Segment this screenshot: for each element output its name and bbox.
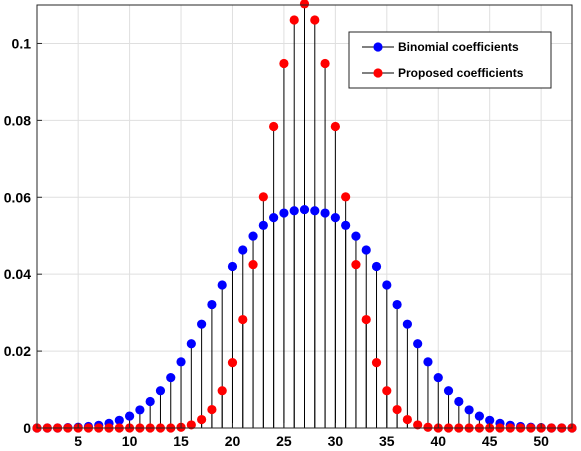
x-tick-label: 40 bbox=[430, 433, 446, 449]
data-point-series-1 bbox=[217, 280, 227, 290]
data-point-series-1 bbox=[341, 220, 351, 230]
data-point-series-1 bbox=[310, 206, 320, 216]
data-point-series-2 bbox=[320, 58, 330, 69]
x-tick-label: 10 bbox=[122, 433, 138, 449]
data-point-series-2 bbox=[197, 414, 207, 425]
data-point-series-1 bbox=[166, 373, 176, 383]
data-point-series-1 bbox=[443, 386, 454, 396]
data-point-series-1 bbox=[145, 396, 155, 407]
data-point-series-2 bbox=[361, 314, 371, 325]
data-point-series-2 bbox=[299, 0, 310, 9]
data-point-series-2 bbox=[413, 420, 423, 430]
data-point-series-2 bbox=[269, 121, 279, 132]
y-tick-label: 0.1 bbox=[12, 35, 32, 51]
data-point-series-1 bbox=[351, 231, 361, 241]
x-tick-label: 45 bbox=[482, 433, 498, 449]
data-point-series-1 bbox=[433, 373, 443, 383]
data-point-series-1 bbox=[238, 245, 248, 255]
data-point-series-1 bbox=[279, 208, 289, 218]
y-tick-label: 0.06 bbox=[4, 189, 31, 205]
legend-label: Binomial coefficients bbox=[398, 40, 519, 54]
data-point-series-2 bbox=[392, 404, 402, 415]
legend: Binomial coefficients Proposed coefficien… bbox=[348, 31, 552, 89]
y-tick-label: 0 bbox=[23, 420, 31, 436]
data-point-series-1 bbox=[485, 415, 495, 425]
y-tick-label: 0.02 bbox=[4, 343, 31, 359]
x-tick-label: 15 bbox=[173, 433, 189, 449]
data-point-series-1 bbox=[423, 357, 433, 367]
data-point-series-2 bbox=[258, 192, 268, 202]
data-point-series-1 bbox=[227, 261, 238, 272]
data-point-series-1 bbox=[454, 396, 464, 407]
legend-box bbox=[348, 31, 552, 89]
y-tick-label: 0.04 bbox=[4, 266, 31, 282]
data-point-series-2 bbox=[402, 414, 412, 425]
data-point-series-1 bbox=[197, 319, 207, 329]
data-point-series-1 bbox=[299, 204, 310, 215]
data-point-series-1 bbox=[320, 208, 330, 218]
data-point-series-2 bbox=[382, 386, 392, 396]
data-point-series-2 bbox=[289, 15, 299, 25]
data-point-series-1 bbox=[371, 261, 382, 272]
data-point-series-1 bbox=[176, 357, 186, 367]
legend-marker bbox=[373, 68, 383, 78]
x-tick-label: 50 bbox=[533, 433, 549, 449]
data-point-series-2 bbox=[207, 404, 217, 415]
data-point-series-2 bbox=[351, 259, 361, 270]
data-point-series-2 bbox=[186, 420, 196, 430]
data-point-series-1 bbox=[330, 213, 340, 223]
data-point-series-2 bbox=[248, 259, 258, 270]
data-point-series-2 bbox=[341, 192, 351, 202]
x-tick-label: 35 bbox=[379, 433, 395, 449]
data-point-series-1 bbox=[402, 319, 412, 329]
data-point-series-1 bbox=[382, 280, 392, 290]
data-point-series-1 bbox=[361, 245, 371, 255]
data-point-series-1 bbox=[474, 411, 485, 421]
data-point-series-2 bbox=[310, 15, 320, 25]
data-point-series-1 bbox=[114, 415, 124, 425]
data-point-series-1 bbox=[258, 220, 268, 230]
plot-frame bbox=[36, 4, 573, 429]
data-point-series-2 bbox=[238, 314, 248, 325]
x-tick-label: 20 bbox=[225, 433, 241, 449]
x-tick-label: 30 bbox=[328, 433, 344, 449]
data-point-series-1 bbox=[155, 386, 166, 396]
x-tick-label: 5 bbox=[74, 433, 82, 449]
legend-label: Proposed coefficients bbox=[398, 66, 524, 80]
data-point-series-2 bbox=[227, 358, 238, 368]
data-point-series-1 bbox=[413, 339, 423, 349]
data-point-series-2 bbox=[423, 422, 433, 432]
data-point-series-1 bbox=[289, 206, 299, 216]
data-point-series-2 bbox=[217, 386, 227, 396]
legend-marker bbox=[373, 42, 383, 52]
data-point-series-2 bbox=[279, 58, 289, 69]
data-point-series-1 bbox=[186, 339, 196, 349]
y-tick-label: 0.08 bbox=[4, 112, 31, 128]
data-point-series-1 bbox=[124, 411, 135, 421]
data-point-series-1 bbox=[464, 405, 474, 415]
x-tick-label: 25 bbox=[276, 433, 292, 449]
data-point-series-1 bbox=[207, 299, 217, 310]
data-point-series-2 bbox=[371, 358, 382, 368]
data-point-series-1 bbox=[392, 299, 402, 310]
data-point-series-1 bbox=[269, 213, 279, 223]
data-point-series-1 bbox=[248, 231, 258, 241]
data-point-series-2 bbox=[330, 121, 340, 132]
data-point-series-1 bbox=[135, 405, 145, 415]
axis-ticks: 0 0.02 0.04 0.06 0.08 0.1 5 10 15 20 25 30 35 40 45 50 bbox=[4, 35, 549, 449]
